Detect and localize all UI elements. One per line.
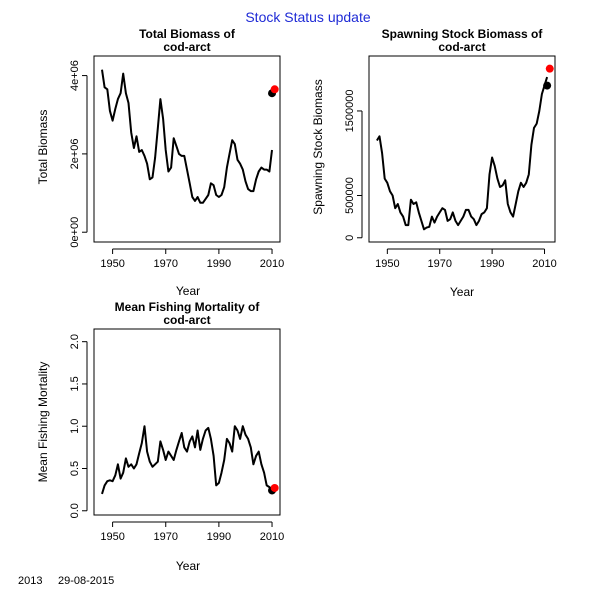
fishing-mortality-series-line bbox=[101, 425, 273, 495]
ssb-y-tick-label: 0 bbox=[344, 235, 356, 241]
ssb-y-tick-label: 1500000 bbox=[344, 90, 356, 133]
total-biomass-x-tick-label: 1990 bbox=[207, 258, 231, 270]
total-biomass-xlabel: Year bbox=[176, 284, 200, 298]
total-biomass-plot-frame bbox=[93, 55, 281, 243]
ssb-estimate-point bbox=[543, 81, 552, 90]
fishing-mortality-plot-frame bbox=[93, 328, 281, 516]
fishing-mortality-x-tick-label: 1970 bbox=[154, 531, 178, 543]
ssb-panel: Spawning Stock Biomass of cod-arct Year … bbox=[311, 27, 557, 299]
ssb-series-line bbox=[376, 76, 549, 231]
ssb-x-tick-label: 1950 bbox=[375, 258, 399, 270]
ssb-xlabel: Year bbox=[450, 285, 474, 299]
total-biomass-panel: Total Biomass of cod-arct Year Total Bio… bbox=[36, 27, 284, 298]
fishing-mortality-update-point bbox=[270, 483, 279, 492]
fishing-mortality-ylabel: Mean Fishing Mortality bbox=[36, 362, 50, 483]
ssb-x-tick-label: 1990 bbox=[480, 258, 504, 270]
fishing-mortality-title-line1: Mean Fishing Mortality of bbox=[115, 300, 261, 314]
fishing-mortality-x-tick-label: 2010 bbox=[260, 531, 284, 543]
total-biomass-x-tick-label: 2010 bbox=[260, 258, 284, 270]
fishing-mortality-x-tick-label: 1990 bbox=[207, 531, 231, 543]
ssb-y-tick-label: 500000 bbox=[344, 177, 356, 214]
fishing-mortality-x-tick-label: 1950 bbox=[100, 531, 124, 543]
total-biomass-ylabel: Total Biomass bbox=[36, 110, 50, 185]
fishing-mortality-xlabel: Year bbox=[176, 559, 200, 573]
fishing-mortality-y-tick-label: 1.0 bbox=[69, 419, 81, 434]
ssb-x-tick-label: 1970 bbox=[427, 258, 451, 270]
total-biomass-y-tick-label: 0e+00 bbox=[69, 217, 81, 248]
total-biomass-series-line bbox=[101, 69, 273, 204]
total-biomass-title-line2: cod-arct bbox=[163, 40, 210, 54]
fishing-mortality-panel: Mean Fishing Mortality of cod-arct Year … bbox=[36, 300, 284, 573]
ssb-title-line1: Spawning Stock Biomass of bbox=[382, 27, 544, 41]
ssb-update-point bbox=[545, 64, 554, 73]
ssb-plot-frame bbox=[368, 55, 556, 243]
total-biomass-x-tick-label: 1970 bbox=[154, 258, 178, 270]
fishing-mortality-y-tick-label: 1.5 bbox=[69, 376, 81, 391]
total-biomass-y-tick-label: 2e+06 bbox=[69, 138, 81, 169]
fishing-mortality-y-tick-label: 0.0 bbox=[69, 503, 81, 518]
fishing-mortality-y-tick-label: 2.0 bbox=[69, 334, 81, 349]
ssb-ylabel: Spawning Stock Biomass bbox=[311, 79, 325, 214]
fishing-mortality-title-line2: cod-arct bbox=[163, 313, 210, 327]
total-biomass-x-tick-label: 1950 bbox=[100, 258, 124, 270]
footer-date: 29-08-2015 bbox=[58, 575, 114, 587]
ssb-x-tick-label: 2010 bbox=[532, 258, 556, 270]
page-title: Stock Status update bbox=[245, 9, 371, 25]
fishing-mortality-y-tick-label: 0.5 bbox=[69, 461, 81, 476]
ssb-title-line2: cod-arct bbox=[438, 40, 485, 54]
total-biomass-update-point bbox=[270, 85, 279, 94]
total-biomass-y-tick-label: 4e+06 bbox=[69, 60, 81, 91]
total-biomass-title-line1: Total Biomass of bbox=[139, 27, 236, 41]
footer-year: 2013 bbox=[18, 575, 42, 587]
